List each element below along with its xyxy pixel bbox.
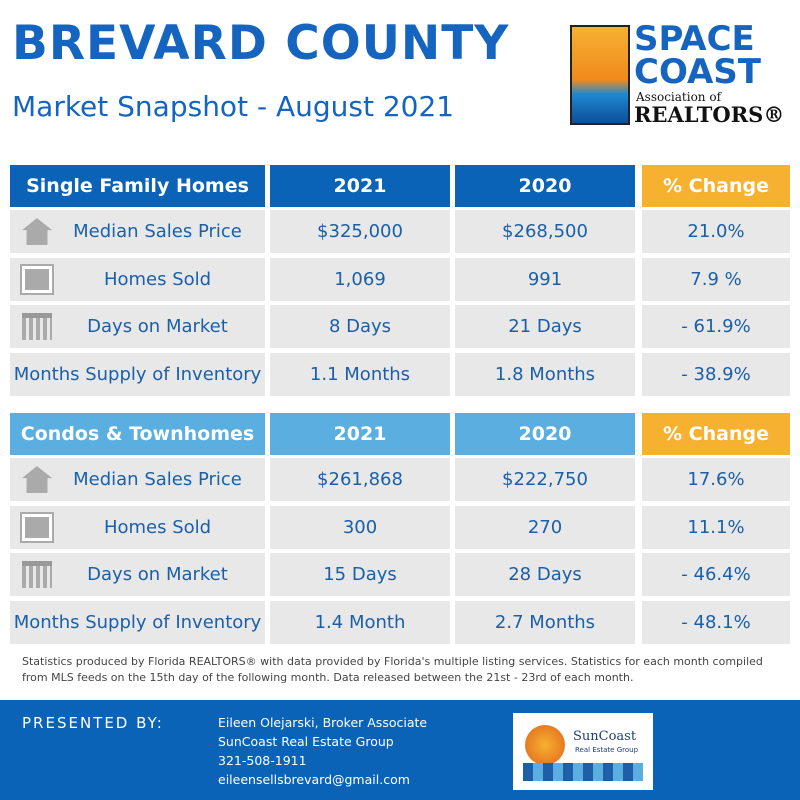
row-icon: [22, 218, 52, 245]
table-cell: 1.8 Months: [455, 352, 635, 396]
table-cell: - 38.9%: [642, 352, 790, 396]
logo-icon: [570, 25, 630, 125]
contact-line: 321-508-1911: [218, 753, 307, 768]
table-cell: $268,500: [455, 210, 635, 253]
header-cell: Condos & Townhomes: [10, 413, 265, 455]
table-cell: 17.6%: [642, 458, 790, 501]
header-cell: 2020: [455, 413, 635, 455]
logo-text: SPACE: [634, 19, 755, 59]
title: BREVARD COUNTY: [12, 16, 510, 71]
row-label: Median Sales Price: [73, 469, 242, 490]
row-label: Median Sales Price: [73, 221, 242, 242]
table-cell: Days on Market: [10, 553, 265, 596]
header-cell: 2021: [270, 165, 450, 207]
row-icon: [20, 511, 54, 543]
logo-text: COAST: [634, 52, 761, 92]
suncoast-logo: SunCoast Real Estate Group: [513, 713, 653, 790]
table-cell: $261,868: [270, 458, 450, 501]
table-cell: 1.1 Months: [270, 352, 450, 396]
table-cell: 2.7 Months: [455, 600, 635, 644]
contact: Eileen Olejarski, Broker Associate SunCoa…: [218, 713, 427, 789]
sun-icon: [525, 725, 565, 765]
table-cell: 8 Days: [270, 305, 450, 348]
table-cell: $222,750: [455, 458, 635, 501]
contact-line: eileensellsbrevard@gmail.com: [218, 772, 410, 787]
header-cell: 2021: [270, 413, 450, 455]
logo-sub: Real Estate Group: [575, 746, 639, 754]
table-cell: Homes Sold: [10, 505, 265, 549]
row-icon: [20, 263, 54, 295]
row-icon: [22, 561, 52, 588]
logo-name: SunCoast: [573, 729, 637, 744]
table-cell: Days on Market: [10, 305, 265, 348]
table-cell: - 61.9%: [642, 305, 790, 348]
logo-text: Association of: [636, 90, 722, 104]
contact-line: SunCoast Real Estate Group: [218, 734, 394, 749]
header-cell: % Change: [642, 165, 790, 207]
logo-text: REALTORS®: [634, 102, 785, 127]
table-cell: 1.4 Month: [270, 600, 450, 644]
table-cell: - 46.4%: [642, 553, 790, 596]
footer: PRESENTED BY: Eileen Olejarski, Broker A…: [0, 700, 800, 800]
table-cell: 21 Days: [455, 305, 635, 348]
row-icon: [22, 466, 52, 493]
footer-label: PRESENTED BY:: [22, 714, 164, 732]
table-cell: 300: [270, 505, 450, 549]
header-cell: Single Family Homes: [10, 165, 265, 207]
table-cell: 7.9 %: [642, 257, 790, 301]
table-cell: $325,000: [270, 210, 450, 253]
table-cell: 11.1%: [642, 505, 790, 549]
row-label: Days on Market: [87, 316, 228, 337]
waves: [523, 763, 643, 781]
table-cell: 1,069: [270, 257, 450, 301]
table-cell: 15 Days: [270, 553, 450, 596]
row-icon: [22, 313, 52, 340]
table-cell: Months Supply of Inventory: [10, 352, 265, 396]
row-label: Homes Sold: [103, 516, 212, 538]
row-label: Days on Market: [87, 564, 228, 585]
footnote: Statistics produced by Florida REALTORS®…: [22, 655, 763, 684]
table-cell: Median Sales Price: [10, 458, 265, 501]
table-cell: 28 Days: [455, 553, 635, 596]
table-cell: Months Supply of Inventory: [10, 600, 265, 644]
header-cell: % Change: [642, 413, 790, 455]
header-cell: 2020: [455, 165, 635, 207]
contact-line: Eileen Olejarski, Broker Associate: [218, 715, 428, 730]
row-label: Homes Sold: [103, 268, 212, 290]
table-cell: 270: [455, 505, 635, 549]
subtitle: Market Snapshot - August 2021: [12, 90, 455, 123]
table-cell: 21.0%: [642, 210, 790, 253]
table-cell: - 48.1%: [642, 600, 790, 644]
table-cell: Homes Sold: [10, 257, 265, 301]
table-cell: 991: [455, 257, 635, 301]
table-cell: Median Sales Price: [10, 210, 265, 253]
